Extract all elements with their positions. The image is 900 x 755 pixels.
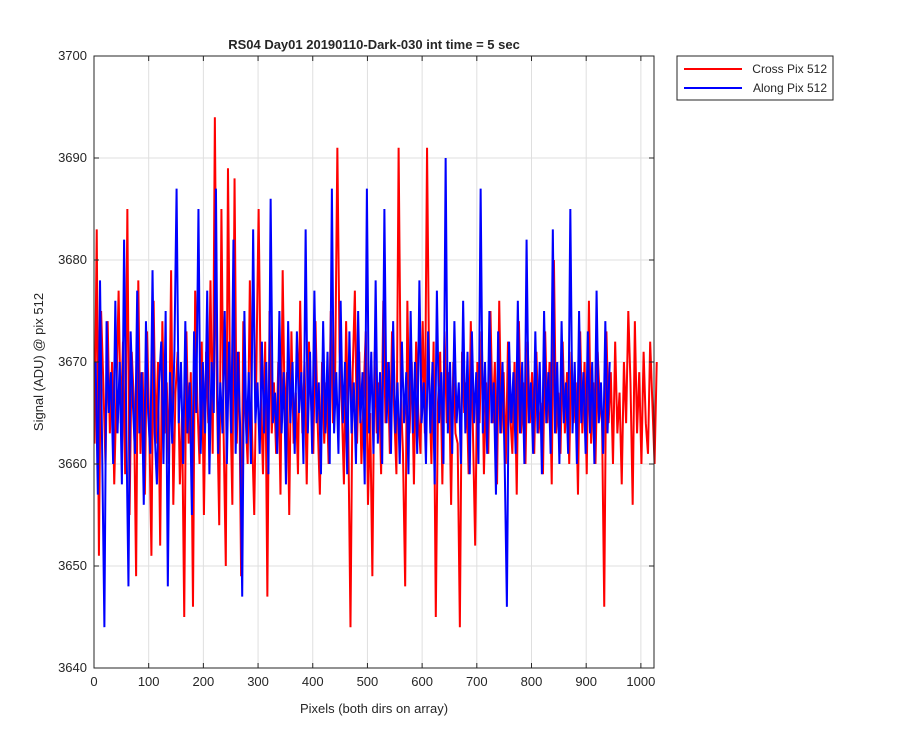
legend-box — [676, 55, 834, 101]
x-tick-label: 400 — [302, 674, 324, 689]
y-tick-label: 3640 — [58, 660, 87, 675]
y-tick-label: 3680 — [58, 252, 87, 267]
x-tick-label: 900 — [575, 674, 597, 689]
x-tick-label: 500 — [357, 674, 379, 689]
series-line-along-pix-512 — [94, 157, 611, 628]
x-tick-label: 800 — [521, 674, 543, 689]
x-tick-label: 200 — [193, 674, 215, 689]
y-tick-label: 3670 — [58, 354, 87, 369]
x-tick-label: 600 — [411, 674, 433, 689]
x-tick-label: 700 — [466, 674, 488, 689]
chart-title: RS04 Day01 20190110-Dark-030 int time = … — [228, 37, 520, 52]
y-tick-label: 3700 — [58, 48, 87, 63]
y-tick-label: 3660 — [58, 456, 87, 471]
x-tick-label: 1000 — [626, 674, 655, 689]
y-axis-label: Signal (ADU) @ pix 512 — [31, 293, 46, 431]
legend-label-cross: Cross Pix 512 — [752, 62, 827, 76]
x-tick-label: 300 — [247, 674, 269, 689]
legend: Cross Pix 512 Along Pix 512 — [676, 55, 834, 101]
grid — [94, 56, 654, 668]
x-tick-label: 100 — [138, 674, 160, 689]
x-tick-label: 0 — [90, 674, 97, 689]
y-tick-label: 3690 — [58, 150, 87, 165]
ticks: 0 100 200 300 400 500 600 700 800 900 1000 3640 3650… — [58, 48, 655, 689]
legend-label-along: Along Pix 512 — [753, 81, 827, 95]
series-layer — [93, 117, 658, 628]
y-tick-label: 3650 — [58, 558, 87, 573]
x-axis-label: Pixels (both dirs on array) — [300, 701, 448, 716]
